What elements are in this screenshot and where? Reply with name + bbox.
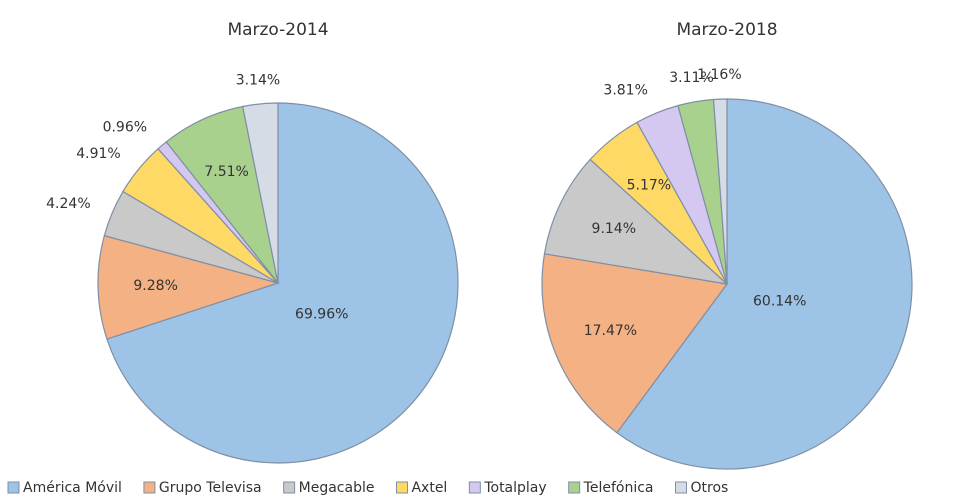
pie-slice <box>242 102 279 284</box>
data-label: 4.91% <box>76 146 120 162</box>
legend-swatch <box>7 481 20 494</box>
data-label: 60.14% <box>753 293 806 309</box>
pie-slice <box>543 158 729 285</box>
data-label: 4.24% <box>46 196 90 212</box>
legend-swatch <box>568 481 581 494</box>
legend-label: Axtel <box>411 480 447 496</box>
pie-slice <box>712 98 728 285</box>
legend-swatch <box>675 481 687 494</box>
legend-label: Grupo Televisa <box>159 480 262 496</box>
pie-slice <box>106 102 459 464</box>
legend-label: Totalplay <box>483 480 546 496</box>
legend-swatch <box>468 481 481 494</box>
pie-slice <box>97 234 281 340</box>
legend-label: América Móvil <box>23 480 122 496</box>
data-label: 5.17% <box>627 177 671 193</box>
legend-label: Telefónica <box>583 480 654 496</box>
pie-slice <box>616 98 913 470</box>
data-label: 17.47% <box>584 323 637 339</box>
data-label: 9.14% <box>592 221 636 237</box>
chart-title: Marzo-2018 <box>676 20 777 40</box>
legend-swatch <box>395 481 408 494</box>
data-label: 0.96% <box>103 119 147 135</box>
data-label: 3.14% <box>236 73 280 89</box>
data-label: 1.16% <box>697 67 741 83</box>
pie-slice <box>541 253 729 434</box>
chart-title: Marzo-2014 <box>227 20 328 40</box>
data-label: 3.81% <box>603 82 647 98</box>
legend-label: Megacable <box>299 480 375 496</box>
legend-swatch <box>283 481 296 494</box>
legend-label: Otros <box>691 480 729 496</box>
data-label: 3.11% <box>669 70 713 86</box>
data-label: 69.96% <box>295 307 348 323</box>
legend-swatch <box>143 481 156 494</box>
data-label: 7.51% <box>204 164 248 180</box>
data-label: 9.28% <box>133 278 177 294</box>
